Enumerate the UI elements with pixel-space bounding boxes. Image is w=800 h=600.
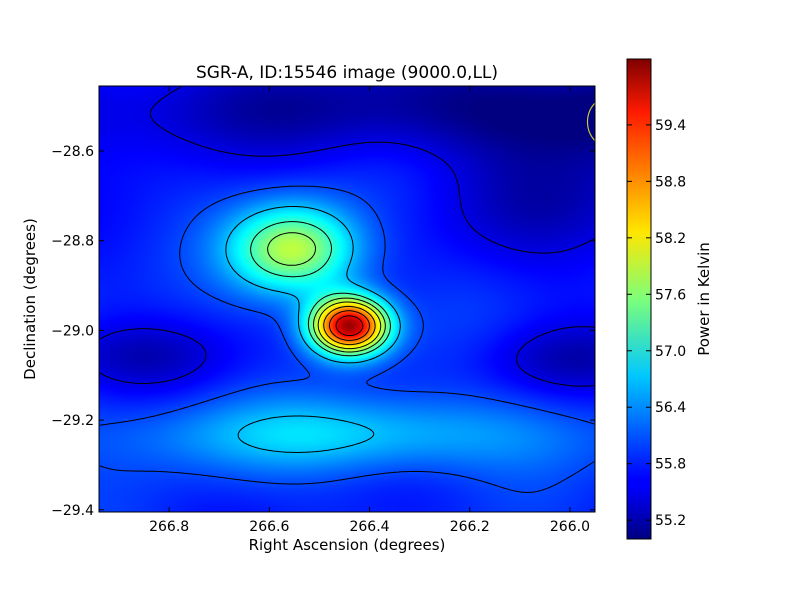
colorbar-label: Power in Kelvin (695, 242, 713, 356)
contour-line (323, 305, 376, 346)
colorbar-tick-label: 59.4 (655, 118, 686, 134)
x-axis: 266.8 266.6 266.4 266.2 266.0 (149, 86, 590, 535)
contour-line (267, 232, 386, 353)
colorbar-gradient (626, 58, 652, 540)
colorbar-tick-label: 56.4 (655, 400, 686, 416)
y-tick-label: −29.2 (51, 413, 94, 429)
contour-line (250, 221, 391, 357)
contour-line (317, 301, 382, 350)
contour-line (225, 206, 401, 453)
y-axis: −28.6 −28.8 −29.0 −29.2 −29.4 (51, 144, 595, 519)
colorbar-tick-label: 58.8 (655, 174, 686, 190)
x-tick-label: 266.6 (249, 519, 289, 535)
colorbar-tick-label: 55.8 (655, 457, 686, 473)
beam-circle (586, 102, 595, 142)
colorbar: 55.2 55.8 56.4 57.0 57.6 58.2 58.8 59.4 Power i… (626, 58, 713, 540)
colorbar-tick-label: 58.2 (655, 231, 686, 247)
x-tick-label: 266.4 (349, 519, 389, 535)
contour-lines (99, 86, 595, 493)
colorbar-ticks: 55.2 55.8 56.4 57.0 57.6 58.2 58.8 59.4 (627, 118, 686, 529)
colorbar-tick-label: 57.0 (655, 344, 686, 360)
y-tick-label: −28.8 (51, 234, 94, 250)
contour-line (99, 86, 595, 387)
colorbar-tick-label: 57.6 (655, 287, 686, 303)
x-axis-label: Right Ascension (degrees) (249, 536, 446, 554)
y-tick-label: −29.0 (51, 323, 94, 339)
x-tick-label: 266.0 (550, 519, 590, 535)
chart-title: SGR-A, ID:15546 image (9000.0,LL) (196, 63, 498, 83)
y-tick-label: −28.6 (51, 144, 94, 160)
plot-area (98, 85, 596, 513)
x-tick-label: 266.8 (149, 519, 189, 535)
y-axis-label: Declination (degrees) (21, 218, 39, 380)
plot-frame (98, 85, 596, 513)
colorbar-tick-label: 55.2 (655, 513, 686, 529)
contour-line (328, 310, 370, 341)
contour-line (99, 185, 595, 493)
contour-line (335, 315, 364, 336)
heatmap-image (99, 86, 595, 512)
y-tick-label: −29.4 (51, 503, 94, 519)
x-tick-label: 266.2 (450, 519, 490, 535)
